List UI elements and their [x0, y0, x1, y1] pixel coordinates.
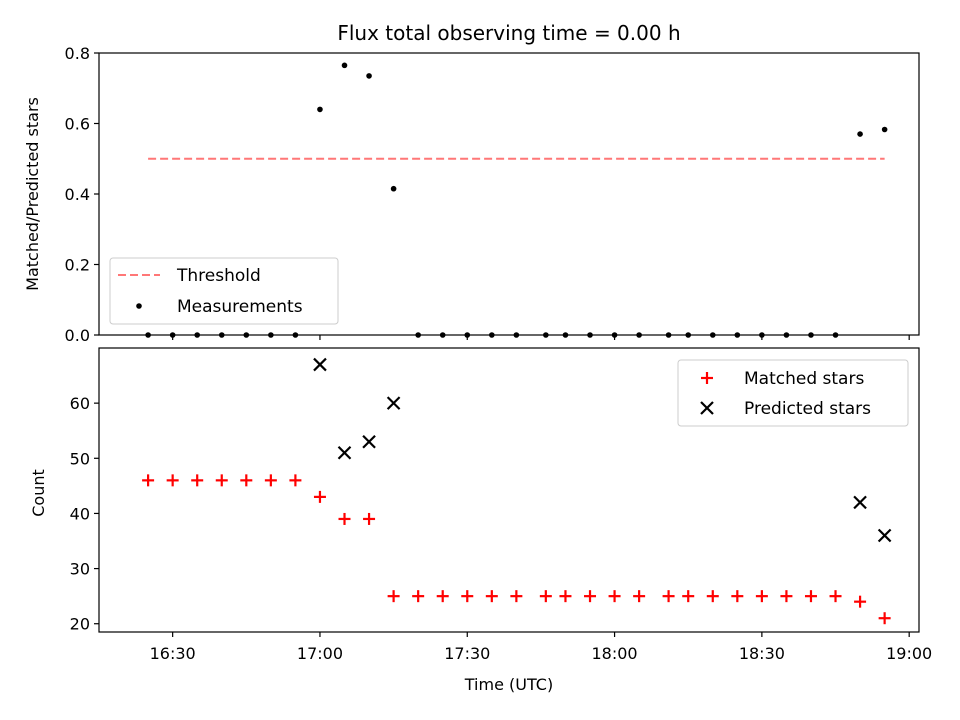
- bottom-xtick-label-3: 18:00: [592, 644, 638, 663]
- matched-star-point-16: [539, 590, 552, 603]
- matched-star-point-7: [313, 490, 326, 503]
- matched-star-point-27: [804, 590, 817, 603]
- top-plot-marks: [145, 62, 888, 338]
- chart-title: Flux total observing time = 0.00 h: [337, 21, 680, 45]
- legend-predicted-swatch: [700, 401, 714, 415]
- bottom-ytick-label-0: 20: [70, 615, 90, 634]
- matched-star-point-26: [780, 590, 793, 603]
- matched-star-point-5: [264, 474, 277, 487]
- predicted-star-point-3: [386, 396, 401, 410]
- legend-threshold-label: Threshold: [176, 266, 261, 286]
- measurement-point-7: [317, 106, 323, 113]
- bottom-legend: Matched stars Predicted stars: [677, 359, 909, 427]
- matched-star-point-28: [829, 590, 842, 603]
- bottom-xtick-label-2: 17:30: [444, 644, 490, 663]
- top-ytick-label-3: 0.6: [65, 115, 90, 134]
- top-legend-box: [109, 257, 339, 325]
- legend-measurements-label: Measurements: [177, 297, 303, 317]
- top-ytick-label-4: 0.8: [65, 44, 90, 63]
- legend-measurements-swatch: [136, 303, 142, 309]
- measurement-point-30: [881, 126, 888, 133]
- measurement-point-9: [366, 73, 372, 79]
- legend-matched-label: Matched stars: [744, 369, 864, 389]
- matched-star-point-4: [240, 474, 253, 487]
- bottom-ytick-label-1: 30: [70, 560, 90, 579]
- matched-star-point-25: [755, 590, 768, 603]
- top-subplot: Flux total observing time = 0.00 h Match…: [23, 21, 920, 345]
- measurement-point-29: [857, 131, 863, 137]
- bottom-xtick-label-4: 18:30: [739, 644, 785, 663]
- matched-star-point-30: [878, 612, 891, 625]
- top-legend: Threshold Measurements: [109, 257, 339, 325]
- matched-star-point-9: [363, 512, 376, 525]
- matched-star-point-24: [731, 590, 744, 603]
- matched-star-point-2: [191, 474, 204, 487]
- bottom-ytick-label-3: 50: [70, 449, 90, 468]
- matched-star-point-22: [682, 590, 695, 603]
- predicted-star-point-4: [853, 495, 867, 510]
- bottom-plot-frame: [98, 347, 920, 633]
- matched-star-point-14: [485, 590, 498, 603]
- matched-star-point-18: [584, 590, 597, 603]
- bottom-xtick-label-5: 19:00: [886, 644, 932, 663]
- matched-star-point-6: [289, 474, 302, 487]
- legend-predicted-label: Predicted stars: [744, 399, 871, 419]
- predicted-star-point-5: [877, 528, 892, 543]
- legend-matched-swatch: [701, 372, 713, 384]
- top-ytick-label-1: 0.2: [65, 256, 90, 275]
- bottom-yticks: 20 30 40 50 60: [70, 394, 99, 634]
- bottom-plot-marks: [142, 357, 892, 625]
- matched-star-point-17: [559, 590, 572, 603]
- bottom-ytick-label-4: 60: [70, 394, 90, 413]
- matched-star-point-10: [387, 590, 400, 603]
- matched-star-point-11: [412, 590, 425, 603]
- matched-star-point-0: [142, 474, 155, 487]
- matched-star-point-23: [706, 590, 719, 603]
- matched-star-point-12: [436, 590, 449, 603]
- predicted-star-point-1: [337, 445, 352, 460]
- predicted-star-point-0: [313, 357, 327, 372]
- matched-star-point-3: [215, 474, 228, 487]
- bottom-legend-box: [677, 359, 909, 427]
- matched-star-point-13: [461, 590, 474, 603]
- top-xticks: [172, 335, 910, 340]
- top-ytick-label-2: 0.4: [65, 185, 90, 204]
- bottom-ytick-label-2: 40: [70, 504, 90, 523]
- bottom-xtick-label-1: 17:00: [297, 644, 343, 663]
- measurement-point-8: [341, 62, 348, 69]
- matched-star-point-21: [662, 590, 675, 603]
- bottom-ylabel: Count: [29, 469, 48, 517]
- measurement-point-10: [390, 185, 397, 192]
- bottom-xtick-label-0: 16:30: [150, 644, 196, 663]
- bottom-subplot: Count 20 30 40 50 60 16:30 17:00 17:30 18:00 18:…: [29, 347, 932, 694]
- matched-star-point-19: [608, 590, 621, 603]
- matched-star-point-8: [338, 512, 351, 525]
- top-ylabel: Matched/Predicted stars: [23, 97, 42, 291]
- predicted-star-point-2: [362, 434, 376, 449]
- matched-star-point-29: [854, 595, 867, 608]
- top-ytick-label-0: 0.0: [65, 326, 90, 345]
- matched-star-point-1: [166, 474, 179, 487]
- top-yticks: 0.0 0.2 0.4 0.6 0.8: [65, 44, 99, 345]
- bottom-xticks: 16:30 17:00 17:30 18:00 18:30 19:00: [150, 632, 932, 663]
- bottom-xlabel: Time (UTC): [464, 675, 553, 694]
- matched-star-point-20: [633, 590, 646, 603]
- matched-star-point-15: [510, 590, 523, 603]
